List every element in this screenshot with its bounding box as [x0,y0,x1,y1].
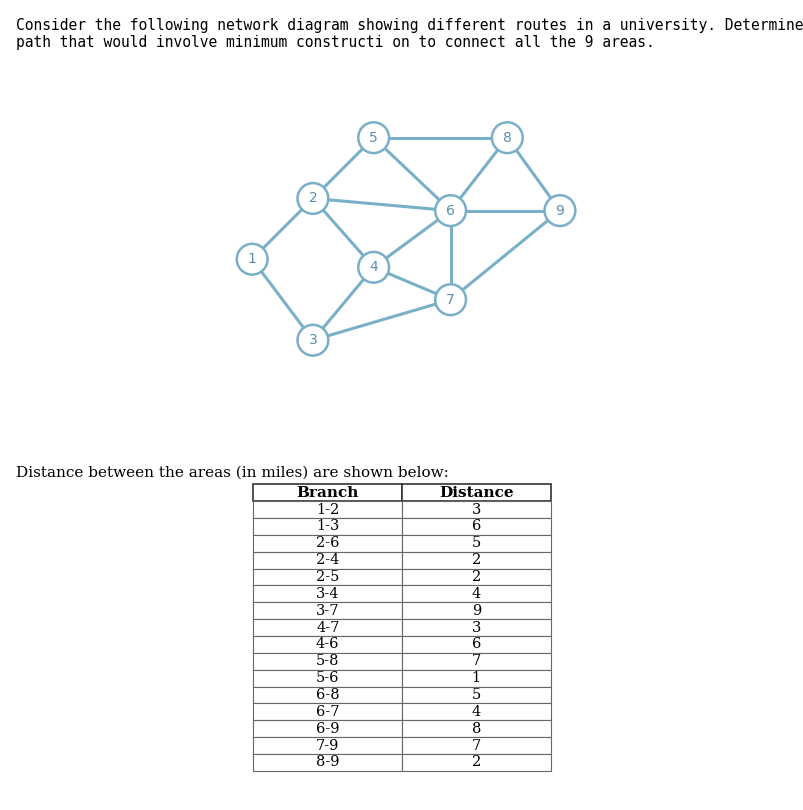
Text: 3: 3 [308,333,317,347]
Circle shape [544,195,575,226]
Circle shape [236,244,267,275]
Text: 8: 8 [502,130,511,145]
Text: 7: 7 [446,292,454,307]
Text: 1: 1 [247,252,256,266]
Text: 4: 4 [369,260,377,275]
Circle shape [297,183,328,214]
Text: 9: 9 [555,203,564,218]
Circle shape [491,122,522,153]
Text: path that would involve minimum constructi on to connect all the 9 areas.: path that would involve minimum construc… [16,35,654,50]
Text: 5: 5 [369,130,377,145]
Circle shape [358,122,389,153]
Text: 2: 2 [308,191,317,206]
Circle shape [297,325,328,356]
Circle shape [434,284,466,315]
Circle shape [358,252,389,283]
Text: Consider the following network diagram showing different routes in a university.: Consider the following network diagram s… [16,18,803,33]
Circle shape [434,195,466,226]
Text: Distance between the areas (in miles) are shown below:: Distance between the areas (in miles) ar… [16,466,448,480]
Text: 6: 6 [446,203,454,218]
